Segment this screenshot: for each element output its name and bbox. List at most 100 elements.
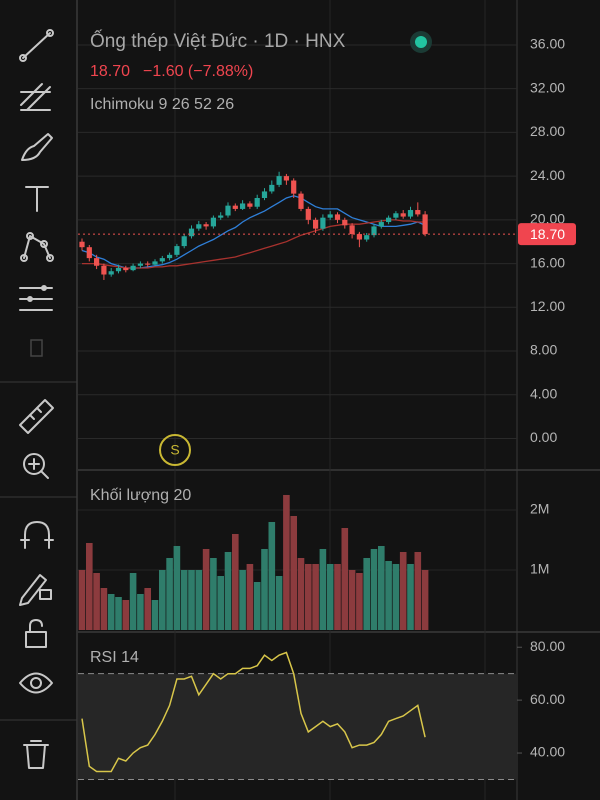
volume-bar: [180, 569, 188, 630]
y-tick-label: 4.00: [530, 385, 557, 401]
delete-tool[interactable]: [23, 740, 49, 769]
trend-line-tool[interactable]: [19, 29, 54, 62]
volume-bar: [93, 572, 100, 630]
y-tick-label: 2M: [530, 501, 549, 517]
candle-body: [320, 217, 326, 229]
event-marker[interactable]: [159, 434, 191, 466]
y-tick-label: 24.00: [530, 167, 565, 183]
candle-body: [167, 254, 173, 259]
y-tick-label: 60.00: [530, 691, 565, 707]
y-tick-label: 20.00: [530, 211, 565, 227]
volume-bar: [356, 572, 363, 630]
candle-body: [422, 214, 428, 235]
plot-layer: 36.00 32.00 28.00 24.00 20.00 16.00 12.00 8.00 4…: [78, 36, 576, 780]
candle-body: [123, 267, 129, 271]
candle-body: [407, 210, 414, 217]
candle-body: [356, 234, 362, 240]
candle-body: [218, 215, 224, 218]
volume-bar: [341, 527, 349, 630]
candle-body: [130, 265, 136, 271]
market-status-dot: [415, 36, 427, 48]
volume-bar: [319, 548, 327, 630]
candle-body: [108, 271, 114, 275]
ruler-tool[interactable]: [19, 399, 54, 434]
candle-body: [298, 193, 304, 209]
candle-body: [232, 205, 238, 209]
candle-body: [378, 222, 384, 227]
candle-body: [305, 208, 311, 220]
price-change: −1.60 (−7.88%): [143, 63, 253, 80]
candle-body: [254, 197, 260, 207]
text-tool[interactable]: [25, 186, 49, 212]
event-marker-label: S: [170, 442, 179, 458]
lock-drawing-tool[interactable]: [19, 574, 52, 606]
candle-body: [115, 267, 122, 272]
y-tick-label: 0.00: [530, 429, 557, 445]
volume-bar: [188, 569, 195, 630]
y-tick-label: 16.00: [530, 254, 565, 270]
candle-body: [196, 224, 202, 229]
candle-body: [364, 235, 370, 240]
volume-bar: [246, 563, 254, 630]
volume-bar: [253, 581, 261, 630]
candle-body: [86, 247, 92, 259]
symbol-title: Ống thép Việt Đức · 1D · HNX: [90, 30, 346, 52]
volume-bar: [283, 494, 290, 630]
pattern-tool[interactable]: [20, 232, 54, 262]
y-tick-label: 8.00: [530, 342, 557, 358]
volume-bar: [326, 563, 334, 630]
candle-body: [225, 205, 231, 216]
volume-bar: [195, 569, 203, 630]
fib-tool[interactable]: [20, 83, 51, 111]
volume-bar: [348, 569, 356, 630]
zoom-tool[interactable]: [23, 453, 49, 479]
volume-bar: [421, 569, 429, 630]
candle-body: [349, 225, 355, 235]
candle-body: [334, 214, 341, 220]
volume-bar: [414, 551, 422, 630]
volume-bar: [202, 548, 210, 630]
candle-body: [152, 261, 158, 265]
visibility-tool[interactable]: [19, 672, 53, 694]
candle-body: [276, 176, 282, 185]
volume-bar: [115, 596, 122, 630]
volume-bar: [210, 557, 217, 630]
candle-body: [181, 236, 187, 247]
y-tick-label: 1M: [530, 561, 549, 577]
y-tick-label: 36.00: [530, 36, 565, 52]
candle-body: [79, 241, 85, 248]
volume-bar: [217, 575, 224, 630]
magnet-tool[interactable]: [20, 521, 54, 549]
volume-bar: [151, 599, 159, 630]
volume-bar: [100, 587, 108, 630]
volume-bar: [290, 515, 297, 630]
forecast-tool[interactable]: [19, 285, 53, 311]
volume-bar: [232, 533, 239, 630]
candle-body: [283, 176, 289, 181]
candle-body: [210, 217, 216, 227]
volume-bar: [334, 563, 341, 630]
candle-body: [145, 263, 151, 265]
lock-tool[interactable]: [25, 619, 47, 648]
rsi-label: RSI 14: [90, 649, 139, 666]
candle-body: [101, 265, 107, 275]
brush-tool[interactable]: [21, 133, 53, 161]
volume-bar: [107, 593, 115, 630]
volume-bar: [129, 572, 137, 630]
candle-body: [240, 203, 246, 209]
volume-bar: [297, 557, 305, 630]
candle-body: [174, 246, 180, 255]
candle-body: [386, 217, 392, 223]
last-price-badge: [518, 223, 576, 246]
volume-bar: [370, 548, 378, 630]
toolbar: [0, 0, 78, 800]
indicator-line: [82, 219, 426, 269]
candle-body: [415, 210, 421, 215]
volume-bar: [166, 557, 173, 630]
volume-bar: [378, 545, 385, 630]
volume-bar: [305, 563, 312, 630]
indicator-label: Ichimoku 9 26 52 26: [90, 96, 234, 113]
